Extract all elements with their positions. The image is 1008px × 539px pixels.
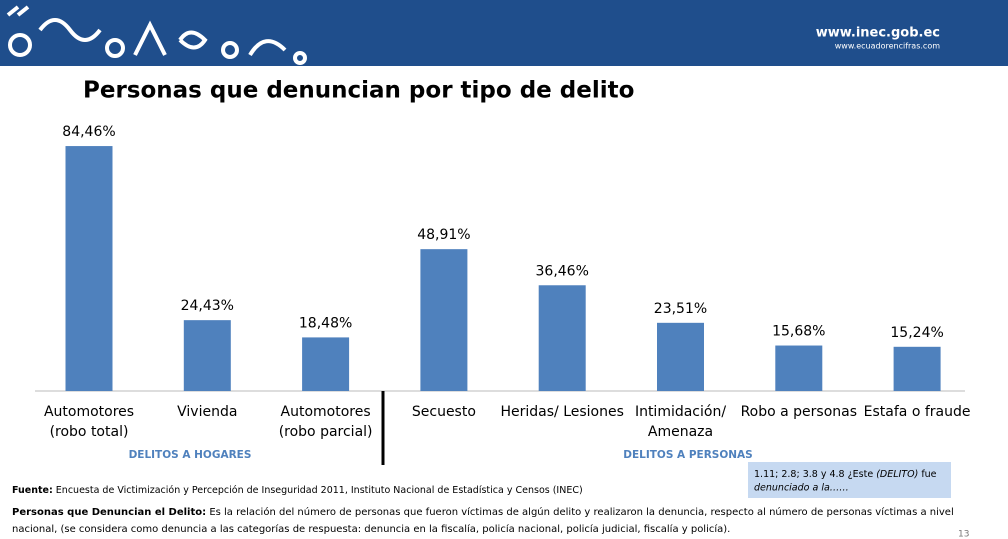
x-tick-label: Robo a personas bbox=[741, 404, 857, 420]
source-text: Encuesta de Victimización y Percepción d… bbox=[53, 485, 583, 496]
note-part: (DELITO) bbox=[876, 469, 918, 480]
definition: nacional, (se considera como denuncia a … bbox=[12, 523, 730, 535]
x-tick-label: Automotores bbox=[44, 404, 134, 420]
note-part: fue bbox=[918, 469, 936, 480]
value-label: 84,46% bbox=[62, 124, 115, 140]
bar bbox=[894, 347, 941, 391]
bar bbox=[775, 346, 822, 391]
definition: Personas que Denuncian el Delito: Es la … bbox=[12, 506, 954, 518]
x-tick-label: Heridas/ Lesiones bbox=[500, 404, 623, 420]
slide: www.inec.gob.ec www.ecuadorencifras.com … bbox=[0, 0, 1008, 539]
bar bbox=[66, 146, 113, 391]
value-label: 23,51% bbox=[654, 301, 707, 317]
value-label: 18,48% bbox=[299, 315, 352, 331]
definition-label: Personas que Denuncian el Delito: bbox=[12, 507, 206, 518]
x-tick-label: Secuesto bbox=[412, 404, 476, 420]
x-tick-label: Estafa o fraude bbox=[864, 404, 971, 420]
x-tick-label: Automotores bbox=[281, 404, 371, 420]
note-text: denunciado a la…… bbox=[754, 483, 849, 494]
x-tick-label: (robo total) bbox=[50, 424, 129, 440]
bar bbox=[539, 285, 586, 391]
bar bbox=[657, 323, 704, 391]
chart-title: Personas que denuncian por tipo de delit… bbox=[83, 78, 634, 104]
bar bbox=[420, 249, 467, 391]
group-label: DELITOS A PERSONAS bbox=[623, 449, 753, 461]
bar bbox=[302, 337, 349, 391]
value-label: 36,46% bbox=[536, 263, 589, 279]
page-number: 13 bbox=[958, 530, 969, 539]
x-tick-label: Amenaza bbox=[648, 424, 713, 440]
definition-text: Es la relación del número de personas qu… bbox=[206, 506, 954, 518]
note-text: 1.11; 2.8; 3.8 y 4.8 ¿Este (DELITO) fue bbox=[754, 469, 937, 480]
note-part: 1.11; 2.8; 3.8 y 4.8 ¿Este bbox=[754, 469, 876, 480]
bar bbox=[184, 320, 231, 391]
value-label: 15,68% bbox=[772, 324, 825, 340]
x-tick-label: (robo parcial) bbox=[279, 424, 373, 440]
site-sub-url: www.ecuadorencifras.com bbox=[835, 42, 940, 51]
group-label: DELITOS A HOGARES bbox=[129, 449, 252, 461]
value-label: 24,43% bbox=[181, 298, 234, 314]
site-url: www.inec.gob.ec bbox=[816, 26, 940, 41]
source: Fuente: Encuesta de Victimización y Perc… bbox=[12, 485, 583, 496]
value-label: 48,91% bbox=[417, 227, 470, 243]
value-label: 15,24% bbox=[890, 325, 943, 341]
x-tick-label: Intimidación/ bbox=[635, 404, 726, 420]
x-tick-label: Vivienda bbox=[177, 404, 237, 420]
source-label: Fuente: bbox=[12, 485, 53, 496]
